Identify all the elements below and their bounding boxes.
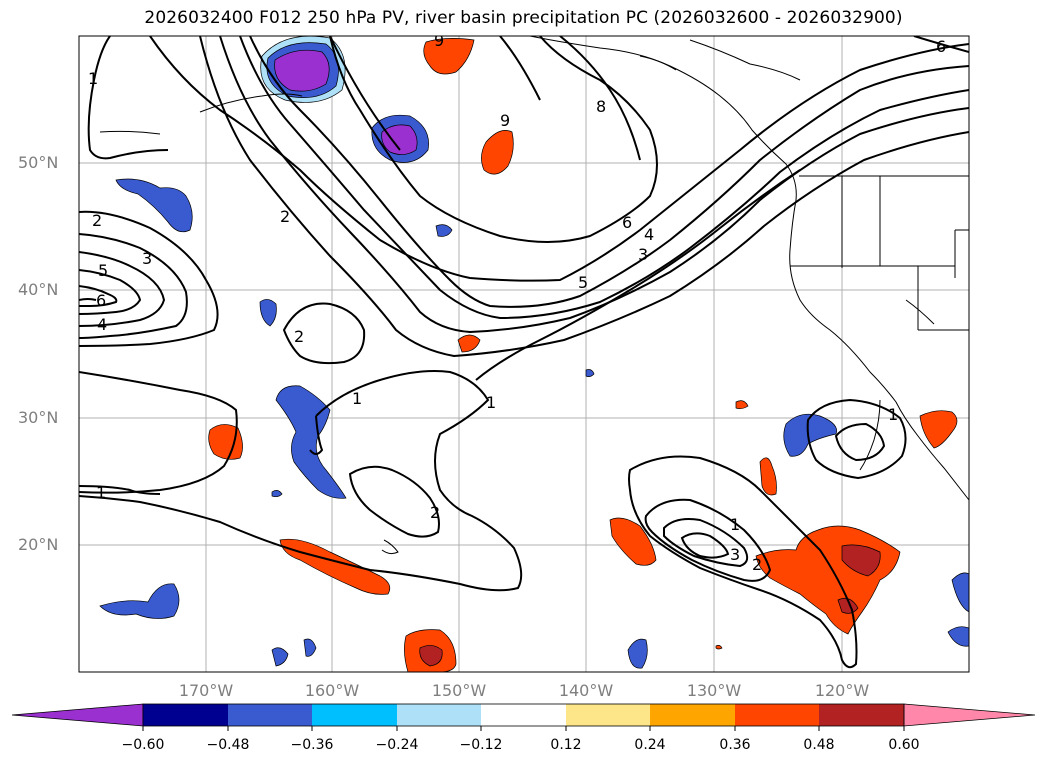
precip-blob (759, 457, 777, 496)
contour-label: 2 (752, 555, 762, 574)
contour-label: 4 (644, 225, 654, 244)
precip-blob (423, 38, 475, 75)
lon-label-130w: 130°W (686, 681, 742, 700)
colorbar-segment (312, 704, 397, 726)
colorbar-tick-label: −0.36 (290, 737, 334, 753)
lon-label-160w: 160°W (304, 681, 360, 700)
contour-label: 8 (596, 97, 606, 116)
precip-blob (271, 647, 289, 667)
colorbar-tick-label: −0.24 (375, 737, 419, 753)
contour-label: 4 (97, 315, 107, 334)
precip-blob (841, 544, 881, 577)
colorbar-segment (566, 704, 650, 726)
contour-label: 2 (280, 207, 290, 226)
contour-label: 3 (638, 245, 648, 264)
precip-blob (303, 638, 317, 657)
pv-contours (79, 36, 969, 669)
colorbar-segment (397, 704, 481, 726)
colorbar-segment (650, 704, 735, 726)
contour-label: 1 (88, 69, 98, 88)
map-frame (78, 35, 970, 673)
contour-label: 2 (294, 327, 304, 346)
colorbar-tick-label: −0.48 (206, 737, 250, 753)
precip-blob (585, 369, 595, 378)
map-area: 1 2 3 5 6 4 2 2 1 1 2 1 3 1 2 9 8 6 4 3 … (79, 31, 969, 672)
lon-label-170w: 170°W (178, 681, 234, 700)
precip-blob (837, 597, 859, 614)
lon-label-150w: 150°W (431, 681, 487, 700)
precip-blob (715, 644, 723, 650)
precip-blob (919, 410, 958, 449)
contour-label: 1 (352, 389, 362, 408)
precip-blob (279, 538, 391, 595)
colorbar-right-extend (903, 703, 1036, 727)
lat-label-20n: 20°N (18, 535, 59, 554)
colorbar-tick-label: 0.48 (803, 737, 835, 753)
precip-blob (208, 424, 243, 460)
precip-blob (951, 572, 969, 613)
colorbar-tick-label: 0.36 (719, 737, 751, 753)
contour-label: 5 (98, 261, 108, 280)
contour-label: 1 (486, 393, 496, 412)
precip-positive-regions (208, 38, 958, 672)
coastline (99, 36, 969, 555)
contour-label: 6 (622, 213, 632, 232)
contour-label: 9 (500, 111, 510, 130)
colorbar-segment (143, 704, 228, 726)
precip-blob (947, 626, 969, 647)
contour-label: 1 (730, 515, 740, 534)
lon-label-140w: 140°W (558, 681, 614, 700)
precip-blob (457, 334, 481, 353)
colorbar-tick-label: 0.60 (888, 737, 920, 753)
colorbar-segment (735, 704, 819, 726)
precip-blob (259, 299, 277, 327)
contour-label: 3 (142, 249, 152, 268)
precip-blob (419, 645, 443, 667)
precip-blob (609, 517, 657, 566)
colorbar-segment (819, 704, 904, 726)
colorbar-tick-label: 0.24 (634, 737, 666, 753)
colorbar-left-extend (11, 703, 144, 727)
contour-label: 1 (888, 405, 898, 424)
lat-label-30n: 30°N (18, 408, 59, 427)
contour-label: 6 (96, 291, 106, 310)
precip-blob (627, 638, 648, 669)
contour-label: 2 (92, 211, 102, 230)
contour-label: 5 (578, 273, 588, 292)
precip-blob (755, 525, 901, 635)
colorbar (11, 703, 1036, 731)
precip-blob (481, 130, 514, 175)
colorbar-segment (481, 704, 566, 726)
contour-label: 3 (730, 545, 740, 564)
lat-label-50n: 50°N (18, 153, 59, 172)
contour-label: 6 (936, 37, 946, 56)
precip-blob (274, 49, 330, 92)
precip-blob (381, 124, 418, 155)
colorbar-tick-label: −0.12 (459, 737, 503, 753)
precip-blob (435, 224, 453, 237)
colorbar-segment (228, 704, 312, 726)
lon-label-120w: 120°W (814, 681, 870, 700)
colorbar-tick-label: 0.12 (550, 737, 582, 753)
precip-blob (115, 178, 193, 233)
precip-blob (783, 413, 837, 457)
contour-labels: 1 2 3 5 6 4 2 2 1 1 2 1 3 1 2 9 8 6 4 3 … (88, 31, 946, 574)
map-title: 2026032400 F012 250 hPa PV, river basin … (144, 8, 903, 28)
precip-negative-regions (99, 36, 969, 669)
lat-label-40n: 40°N (18, 280, 59, 299)
precip-blob (99, 583, 180, 619)
contour-label: 9 (434, 31, 444, 50)
precip-blob (275, 385, 347, 499)
precip-blob (735, 400, 749, 410)
precip-blob (271, 490, 283, 498)
colorbar-tick-label: −0.60 (121, 737, 165, 753)
contour-label: 1 (96, 483, 106, 502)
contour-label: 2 (430, 503, 440, 522)
